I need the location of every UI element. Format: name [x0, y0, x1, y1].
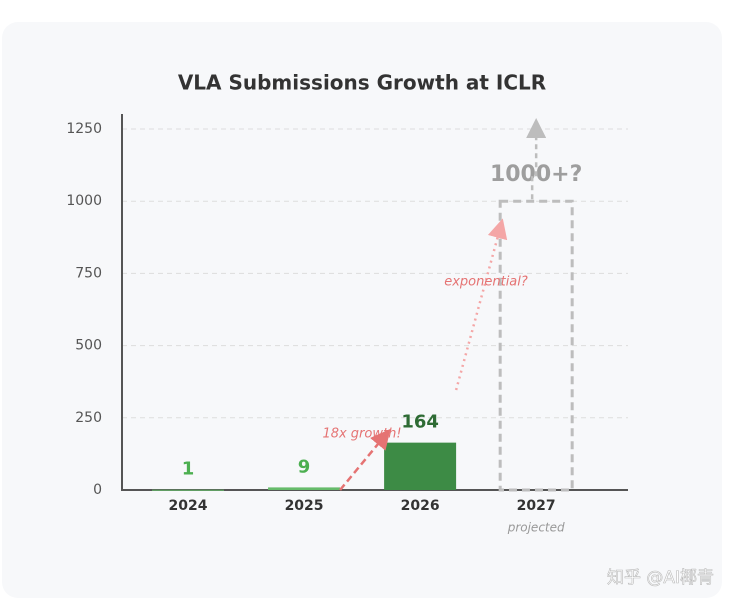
x-tick-label: 2027: [517, 498, 556, 514]
exponential-annotation: exponential?: [444, 275, 528, 290]
x-tick-label: 2024: [169, 498, 208, 514]
value-label: 9: [298, 456, 311, 477]
projected-annotation: projected: [507, 521, 565, 535]
x-tick-label: 2025: [285, 498, 324, 514]
value-label: 164: [401, 412, 439, 433]
bar: [152, 489, 224, 491]
bar: [384, 442, 457, 490]
y-tick-label: 0: [93, 482, 102, 498]
y-tick-label: 1000: [66, 193, 102, 209]
y-tick-label: 1250: [66, 121, 102, 137]
growth-annotation: 18x growth!: [322, 427, 401, 442]
x-tick-label: 2026: [401, 498, 440, 514]
watermark: 知乎 @AI椰青: [607, 568, 714, 588]
y-tick-label: 750: [75, 265, 102, 281]
projected-bar: [498, 199, 574, 492]
bar: [268, 487, 341, 490]
projected-arrow: [526, 118, 547, 200]
chart-title: VLA Submissions Growth at ICLR: [178, 71, 546, 95]
value-label: 1: [182, 459, 195, 480]
growth-arrow: [339, 428, 391, 491]
card: [2, 22, 722, 598]
y-tick-label: 250: [75, 410, 102, 426]
y-tick-label: 500: [75, 338, 102, 354]
exponential-arrow: [454, 218, 508, 391]
